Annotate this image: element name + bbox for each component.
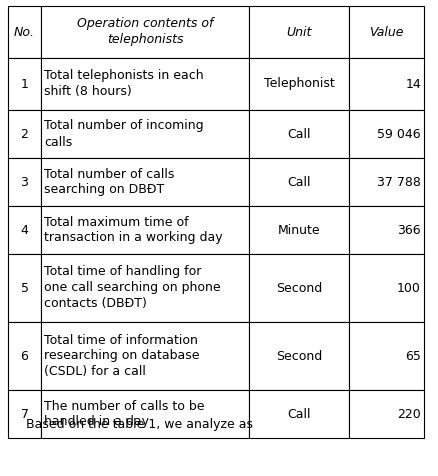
Text: Total time of information
researching on database
(CSDL) for a call: Total time of information researching on… xyxy=(44,334,199,378)
Bar xyxy=(349,322,424,390)
Text: Operation contents of
telephonists: Operation contents of telephonists xyxy=(77,18,213,47)
Text: 59 046: 59 046 xyxy=(378,128,421,140)
Bar xyxy=(249,6,349,58)
Bar xyxy=(41,6,249,58)
Text: 100: 100 xyxy=(397,281,421,295)
Text: Telephonist: Telephonist xyxy=(264,78,334,90)
Bar xyxy=(8,110,41,158)
Text: Total number of incoming
calls: Total number of incoming calls xyxy=(44,119,204,149)
Text: Call: Call xyxy=(287,176,311,188)
Text: 37 788: 37 788 xyxy=(377,176,421,188)
Bar xyxy=(349,254,424,322)
Bar xyxy=(41,390,249,438)
Text: Second: Second xyxy=(276,281,322,295)
Bar xyxy=(8,390,41,438)
Bar xyxy=(41,322,249,390)
Bar xyxy=(249,110,349,158)
Text: 4: 4 xyxy=(21,224,28,237)
Text: Call: Call xyxy=(287,128,311,140)
Bar xyxy=(249,390,349,438)
Bar xyxy=(8,58,41,110)
Text: 6: 6 xyxy=(21,349,28,363)
Bar xyxy=(41,206,249,254)
Text: The number of calls to be
handled in a day: The number of calls to be handled in a d… xyxy=(44,399,205,428)
Bar xyxy=(349,110,424,158)
Text: 7: 7 xyxy=(21,407,28,420)
Bar xyxy=(249,254,349,322)
Bar xyxy=(249,58,349,110)
Bar xyxy=(41,254,249,322)
Bar xyxy=(41,158,249,206)
Bar xyxy=(249,206,349,254)
Text: 5: 5 xyxy=(21,281,28,295)
Bar xyxy=(349,206,424,254)
Bar xyxy=(349,158,424,206)
Bar xyxy=(249,158,349,206)
Text: 366: 366 xyxy=(397,224,421,237)
Text: 65: 65 xyxy=(405,349,421,363)
Text: Total time of handling for
one call searching on phone
contacts (DBĐT): Total time of handling for one call sear… xyxy=(44,266,221,310)
Text: 3: 3 xyxy=(21,176,28,188)
Text: 220: 220 xyxy=(397,407,421,420)
Text: 1: 1 xyxy=(21,78,28,90)
Text: Value: Value xyxy=(369,26,404,39)
Bar xyxy=(349,58,424,110)
Bar xyxy=(349,6,424,58)
Text: Call: Call xyxy=(287,407,311,420)
Text: Total maximum time of
transaction in a working day: Total maximum time of transaction in a w… xyxy=(44,216,223,245)
Bar xyxy=(249,322,349,390)
Text: Unit: Unit xyxy=(286,26,312,39)
Text: Minute: Minute xyxy=(278,224,320,237)
Text: Total telephonists in each
shift (8 hours): Total telephonists in each shift (8 hour… xyxy=(44,69,204,99)
Bar xyxy=(8,6,41,58)
Bar xyxy=(8,158,41,206)
Text: 2: 2 xyxy=(21,128,28,140)
Bar xyxy=(8,322,41,390)
Bar xyxy=(41,58,249,110)
Text: Total number of calls
searching on DBĐT: Total number of calls searching on DBĐT xyxy=(44,168,174,197)
Bar xyxy=(8,254,41,322)
Text: 14: 14 xyxy=(405,78,421,90)
Bar xyxy=(349,390,424,438)
Text: No.: No. xyxy=(14,26,35,39)
Bar xyxy=(8,206,41,254)
Text: Based on the table 1, we analyze as: Based on the table 1, we analyze as xyxy=(10,418,253,431)
Bar xyxy=(41,110,249,158)
Text: Second: Second xyxy=(276,349,322,363)
